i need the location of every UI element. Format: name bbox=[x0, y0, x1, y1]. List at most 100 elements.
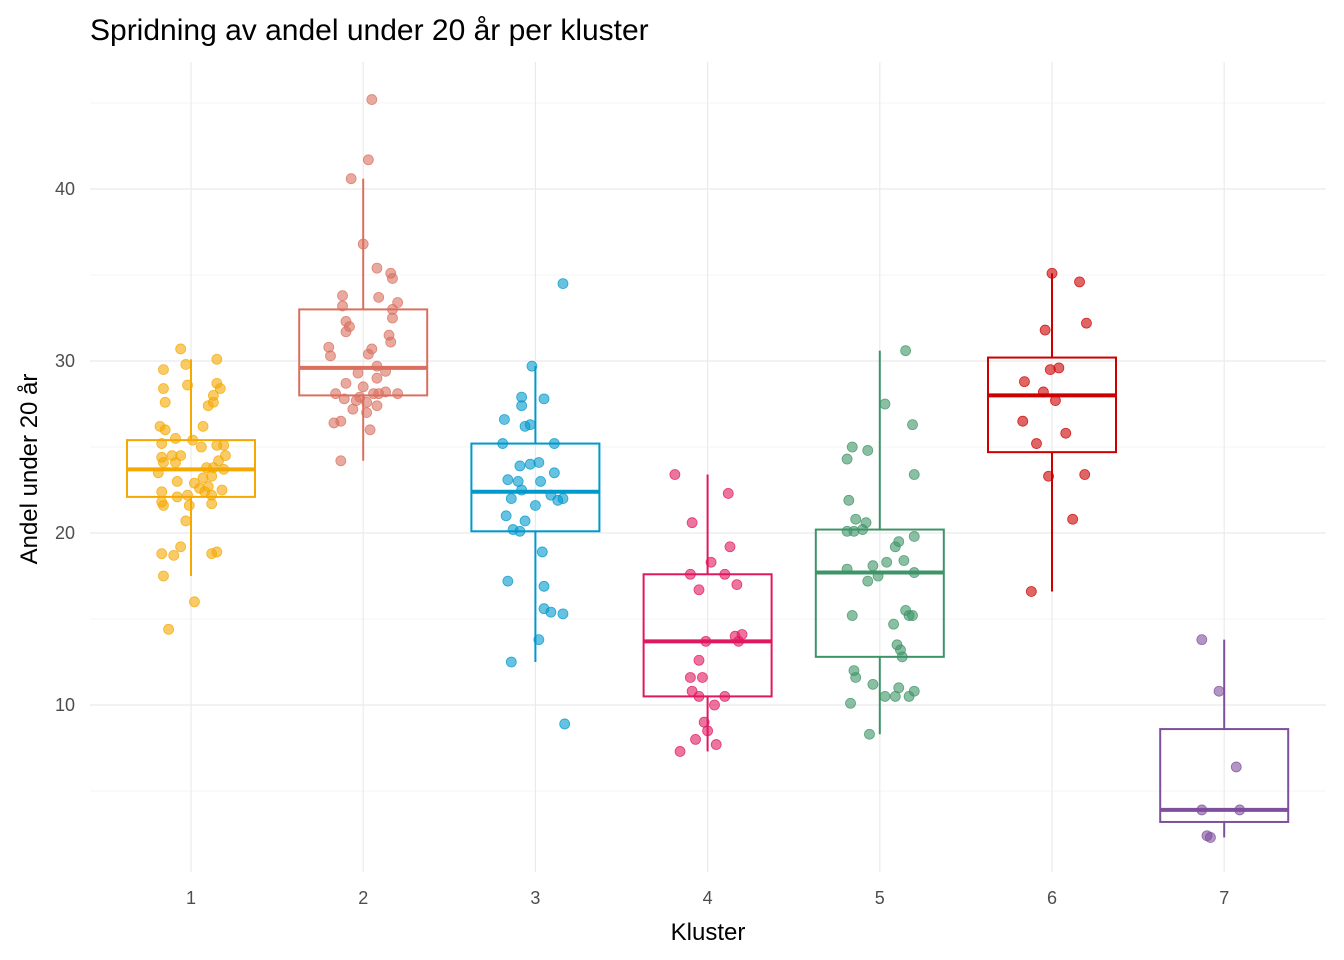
data-point-cluster-6 bbox=[1043, 470, 1054, 482]
data-point-cluster-1 bbox=[180, 359, 192, 370]
box-cluster-3 bbox=[470, 366, 601, 662]
data-point-cluster-3 bbox=[502, 575, 514, 587]
y-tick-label: 20 bbox=[55, 523, 75, 543]
x-tick-label: 3 bbox=[530, 888, 540, 908]
data-point-cluster-5 bbox=[850, 513, 862, 525]
data-point-cluster-5 bbox=[867, 560, 879, 572]
data-point-cluster-5 bbox=[845, 697, 856, 709]
box-cluster-2 bbox=[298, 178, 429, 461]
data-point-cluster-5 bbox=[857, 524, 868, 535]
data-point-cluster-3 bbox=[500, 510, 512, 522]
data-point-cluster-1 bbox=[183, 500, 195, 511]
box-cluster-4 bbox=[642, 474, 773, 752]
data-point-cluster-2 bbox=[338, 393, 350, 405]
data-point-cluster-5 bbox=[898, 555, 910, 566]
data-point-cluster-7 bbox=[1205, 832, 1216, 843]
data-point-cluster-1 bbox=[195, 441, 207, 453]
data-point-cluster-5 bbox=[889, 691, 901, 702]
data-point-cluster-2 bbox=[380, 365, 391, 377]
data-point-cluster-7 bbox=[1213, 685, 1225, 697]
data-point-cluster-2 bbox=[335, 455, 347, 467]
data-point-cluster-1 bbox=[163, 623, 175, 635]
data-point-cluster-2 bbox=[385, 336, 397, 348]
box-cluster-7 bbox=[1159, 639, 1290, 838]
data-point-cluster-1 bbox=[152, 467, 164, 479]
data-point-cluster-1 bbox=[211, 546, 223, 558]
data-point-cluster-4 bbox=[731, 579, 743, 590]
data-point-cluster-1 bbox=[197, 420, 209, 432]
data-point-cluster-3 bbox=[519, 515, 531, 527]
data-point-cluster-5 bbox=[862, 445, 874, 456]
y-axis-ticks: 10 20 30 40 bbox=[55, 179, 75, 715]
data-point-cluster-1 bbox=[159, 424, 171, 436]
data-point-cluster-4 bbox=[686, 517, 698, 529]
box-iqr bbox=[814, 528, 945, 658]
data-point-cluster-1 bbox=[175, 541, 187, 553]
data-point-cluster-2 bbox=[371, 400, 383, 412]
data-point-cluster-4 bbox=[684, 568, 696, 580]
jitter-points-layer bbox=[152, 94, 1246, 843]
x-tick-label: 7 bbox=[1219, 888, 1229, 908]
data-point-cluster-2 bbox=[357, 238, 369, 250]
data-point-cluster-1 bbox=[187, 434, 199, 446]
data-point-cluster-3 bbox=[552, 494, 564, 506]
data-point-cluster-6 bbox=[1060, 427, 1072, 439]
y-axis-title: Andel under 20 år bbox=[16, 374, 43, 565]
y-tick-label: 30 bbox=[55, 351, 75, 371]
data-point-cluster-3 bbox=[516, 484, 528, 496]
data-point-cluster-1 bbox=[156, 438, 168, 449]
box-iqr bbox=[987, 356, 1117, 454]
data-point-cluster-4 bbox=[702, 725, 713, 737]
data-point-cluster-5 bbox=[889, 541, 901, 553]
data-point-cluster-5 bbox=[907, 610, 918, 621]
data-point-cluster-2 bbox=[371, 372, 383, 384]
data-point-cluster-7 bbox=[1234, 804, 1246, 816]
data-point-cluster-4 bbox=[697, 672, 708, 683]
data-point-cluster-3 bbox=[505, 656, 517, 668]
box-cluster-1 bbox=[126, 359, 256, 576]
data-point-cluster-2 bbox=[362, 348, 374, 360]
data-point-cluster-2 bbox=[345, 173, 357, 185]
data-point-cluster-6 bbox=[1067, 513, 1079, 525]
data-point-cluster-2 bbox=[352, 367, 364, 379]
data-point-cluster-2 bbox=[362, 154, 374, 166]
data-point-cluster-1 bbox=[156, 486, 168, 498]
data-point-cluster-4 bbox=[722, 488, 734, 499]
data-point-cluster-5 bbox=[864, 728, 875, 740]
box-iqr bbox=[470, 442, 601, 533]
data-point-cluster-2 bbox=[357, 381, 369, 393]
data-point-cluster-1 bbox=[182, 379, 193, 391]
box-cluster-5 bbox=[814, 350, 945, 735]
data-point-cluster-2 bbox=[373, 291, 385, 303]
data-point-cluster-1 bbox=[158, 383, 169, 394]
data-point-cluster-5 bbox=[879, 691, 891, 702]
x-tick-label: 5 bbox=[875, 888, 885, 908]
x-tick-label: 2 bbox=[358, 888, 368, 908]
data-point-cluster-1 bbox=[206, 498, 218, 510]
data-point-cluster-4 bbox=[693, 654, 705, 666]
data-point-cluster-3 bbox=[514, 525, 526, 537]
data-point-cluster-4 bbox=[700, 635, 712, 647]
data-point-cluster-2 bbox=[361, 396, 373, 408]
data-point-cluster-1 bbox=[158, 364, 169, 376]
data-point-cluster-1 bbox=[171, 491, 183, 503]
data-point-cluster-7 bbox=[1230, 761, 1242, 773]
data-point-cluster-6 bbox=[1053, 362, 1065, 374]
data-point-cluster-5 bbox=[846, 441, 858, 453]
x-axis-ticks: 1 2 3 4 5 6 7 bbox=[186, 888, 1229, 908]
y-tick-label: 40 bbox=[55, 179, 75, 199]
data-point-cluster-2 bbox=[328, 417, 340, 429]
chart-title: Spridning av andel under 20 år per klust… bbox=[90, 14, 649, 47]
x-tick-label: 6 bbox=[1047, 888, 1057, 908]
data-point-cluster-3 bbox=[516, 400, 528, 412]
data-point-cluster-1 bbox=[211, 353, 223, 365]
data-point-cluster-4 bbox=[733, 635, 744, 647]
data-point-cluster-6 bbox=[1037, 386, 1049, 398]
box-iqr bbox=[642, 573, 773, 698]
data-point-cluster-4 bbox=[710, 739, 722, 750]
data-point-cluster-5 bbox=[888, 618, 899, 630]
data-point-cluster-6 bbox=[1074, 276, 1085, 288]
data-point-cluster-5 bbox=[907, 419, 918, 431]
x-tick-label: 4 bbox=[703, 888, 713, 908]
